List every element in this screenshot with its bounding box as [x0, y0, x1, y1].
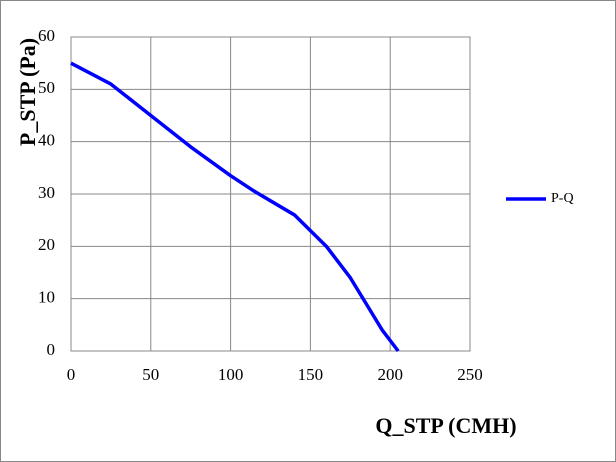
x-tick-label: 150 [298, 365, 324, 384]
y-tick-label: 30 [38, 183, 55, 202]
y-axis-label: P_STP (Pa) [15, 38, 40, 146]
legend-label: P-Q [551, 191, 574, 206]
x-tick-label: 50 [142, 365, 159, 384]
y-tick-label: 10 [38, 288, 55, 307]
y-tick-label: 40 [38, 131, 55, 150]
y-tick-label: 20 [38, 235, 55, 254]
x-axis-label: Q_STP (CMH) [375, 413, 516, 438]
plot-area-border [70, 36, 471, 352]
x-tick-label: 250 [457, 365, 483, 384]
x-tick-label: 100 [218, 365, 244, 384]
y-tick-label: 60 [38, 26, 55, 45]
x-tick-label: 0 [67, 365, 76, 384]
y-tick-label: 50 [38, 78, 55, 97]
data-line [70, 61, 400, 353]
y-tick-label: 0 [47, 340, 56, 359]
x-tick-label: 200 [377, 365, 403, 384]
